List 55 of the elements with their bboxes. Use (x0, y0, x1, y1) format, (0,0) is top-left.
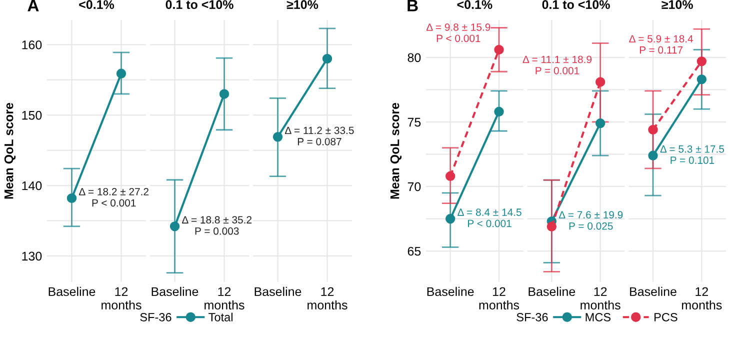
annotation: Δ = 18.8 ± 35.2 P = 0.003 (182, 216, 252, 235)
point (696, 74, 707, 84)
x-tick-label: Baseline (630, 286, 676, 296)
annotation: Δ = 5.9 ± 18.4 P = 0.117 (629, 35, 694, 54)
point (546, 222, 557, 232)
point (445, 214, 456, 224)
y-tick-label: 140 (22, 181, 42, 190)
x-tick-label: 12 months (479, 287, 520, 310)
y-tick-label: 65 (408, 246, 421, 256)
chart-title: <0.1% (457, 0, 492, 10)
chart-title: ≥10% (286, 0, 318, 10)
annotation: Δ = 9.8 ± 15.9 P < 0.001 (426, 23, 490, 42)
legend-title: SF-36 (516, 313, 548, 322)
point (494, 106, 504, 116)
x-tick-label: 12 months (308, 287, 348, 310)
point (445, 171, 456, 182)
y-tick-label: 80 (408, 53, 421, 62)
point (494, 44, 504, 55)
legend-label: Total (208, 312, 232, 322)
y-tick-label: 160 (22, 40, 42, 50)
text: A (28, 0, 39, 12)
legend-label: MCS (586, 313, 611, 322)
x-tick-label: Baseline (427, 286, 474, 296)
chart-title: ≥10% (662, 0, 693, 10)
point (595, 118, 606, 128)
y-axis-title: Mean QoL score (4, 102, 16, 199)
chart-title: <0.1% (79, 0, 114, 10)
x-tick-label: Baseline (48, 286, 96, 296)
y-tick-label: 150 (22, 110, 42, 120)
point (595, 77, 606, 87)
annotation: Δ = 11.2 ± 33.5 P = 0.087 (285, 126, 354, 146)
chart-title: 0.1 to <10% (166, 0, 234, 10)
point (696, 56, 707, 66)
point (648, 124, 658, 135)
annotation: Δ = 8.4 ± 14.5 P < 0.001 (458, 208, 522, 228)
annotation: Δ = 18.2 ± 27.2 P < 0.001 (79, 188, 148, 207)
annotation: Δ = 11.1 ± 18.9 P = 0.001 (522, 56, 592, 74)
x-tick-label: 12 months (204, 287, 244, 310)
x-tick-label: 12 months (682, 287, 722, 310)
chart-title: 0.1 to <10% (542, 0, 610, 10)
legend-label: PCS (654, 313, 678, 322)
point (648, 150, 658, 160)
x-tick-label: Baseline (152, 286, 198, 296)
text: B (408, 0, 418, 12)
x-tick-label: 12 months (102, 287, 142, 310)
x-tick-label: Baseline (528, 286, 576, 296)
y-tick-label: 130 (22, 252, 42, 261)
x-tick-label: 12 months (580, 287, 620, 310)
y-axis-title: Mean QoL score (390, 102, 402, 199)
annotation: Δ = 5.3 ± 17.5 P = 0.101 (660, 145, 724, 164)
y-tick-label: 70 (408, 182, 421, 192)
y-tick-label: 75 (408, 118, 421, 127)
annotation: Δ = 7.6 ± 19.9 P = 0.025 (558, 211, 623, 230)
x-tick-label: Baseline (254, 286, 302, 296)
legend-title: SF-36 (140, 313, 172, 322)
